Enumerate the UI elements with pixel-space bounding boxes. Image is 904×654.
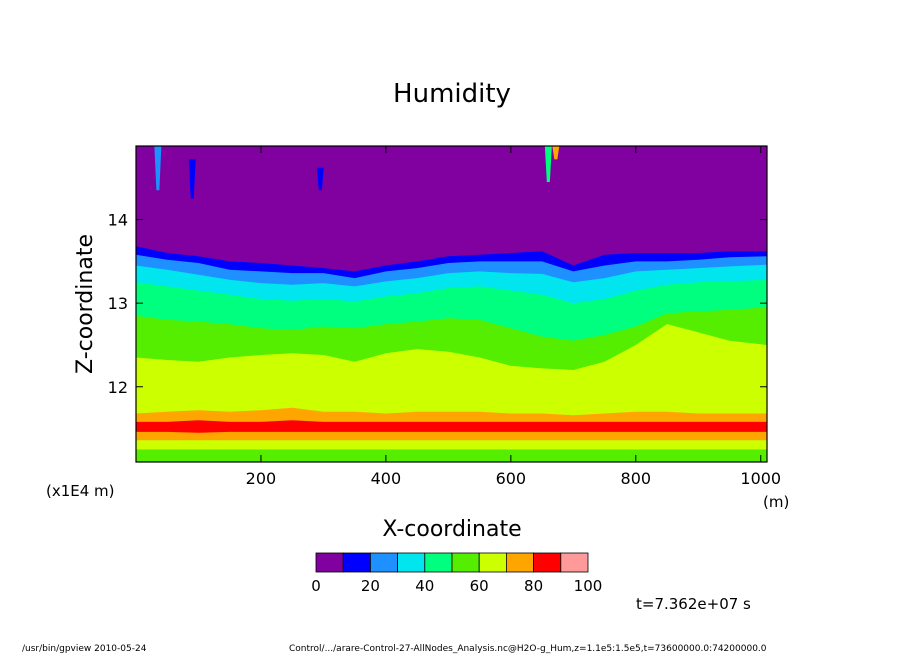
x-tick-label: 800 (621, 469, 652, 488)
x-axis: 200 400 600 800 1000 (246, 146, 781, 488)
colorbar-label: 20 (361, 577, 380, 595)
plume (552, 146, 560, 160)
contour-band (136, 449, 767, 462)
colorbar-label: 100 (574, 577, 603, 595)
y-unit-label: (x1E4 m) (46, 482, 115, 500)
y-tick-label: 12 (108, 378, 128, 397)
y-tick-label: 14 (108, 211, 128, 230)
chart-title: Humidity (393, 79, 511, 109)
colorbar-swatch (451, 552, 480, 573)
colorbar-label: 80 (524, 577, 543, 595)
colorbar-swatch (478, 552, 507, 573)
plume (154, 146, 162, 191)
colorbar-swatch (560, 552, 589, 573)
colorbar-swatch (505, 552, 534, 573)
y-axis: 12 13 14 (108, 211, 767, 397)
colorbar-label: 60 (470, 577, 489, 595)
colorbar-swatch (369, 552, 398, 573)
plume (316, 167, 324, 191)
x-tick-label: 1000 (740, 469, 781, 488)
colorbar-label: 40 (415, 577, 434, 595)
footer-left: /usr/bin/gpview 2010-05-24 (22, 644, 147, 654)
y-axis-label: Z-coordinate (73, 234, 98, 374)
x-axis-label: X-coordinate (382, 517, 521, 542)
x-tick-label: 600 (496, 469, 527, 488)
contour-fill (136, 146, 767, 462)
time-label: t=7.362e+07 s (636, 595, 751, 613)
plume (188, 159, 196, 199)
plume (544, 146, 552, 182)
colorbar: 0 20 40 60 80 100 (311, 552, 603, 595)
colorbar-swatch (315, 552, 344, 573)
plot-frame (135, 145, 768, 463)
colorbar-label: 0 (311, 577, 321, 595)
x-tick-label: 400 (371, 469, 402, 488)
x-unit-label: (m) (763, 493, 789, 511)
colorbar-swatch (424, 552, 453, 573)
footer-right: Control/.../arare-Control-27-AllNodes_An… (289, 644, 767, 654)
colorbar-swatch (533, 552, 562, 573)
colorbar-swatch (342, 552, 371, 573)
y-tick-label: 13 (108, 294, 128, 313)
colorbar-swatch (397, 552, 426, 573)
x-tick-label: 200 (246, 469, 277, 488)
